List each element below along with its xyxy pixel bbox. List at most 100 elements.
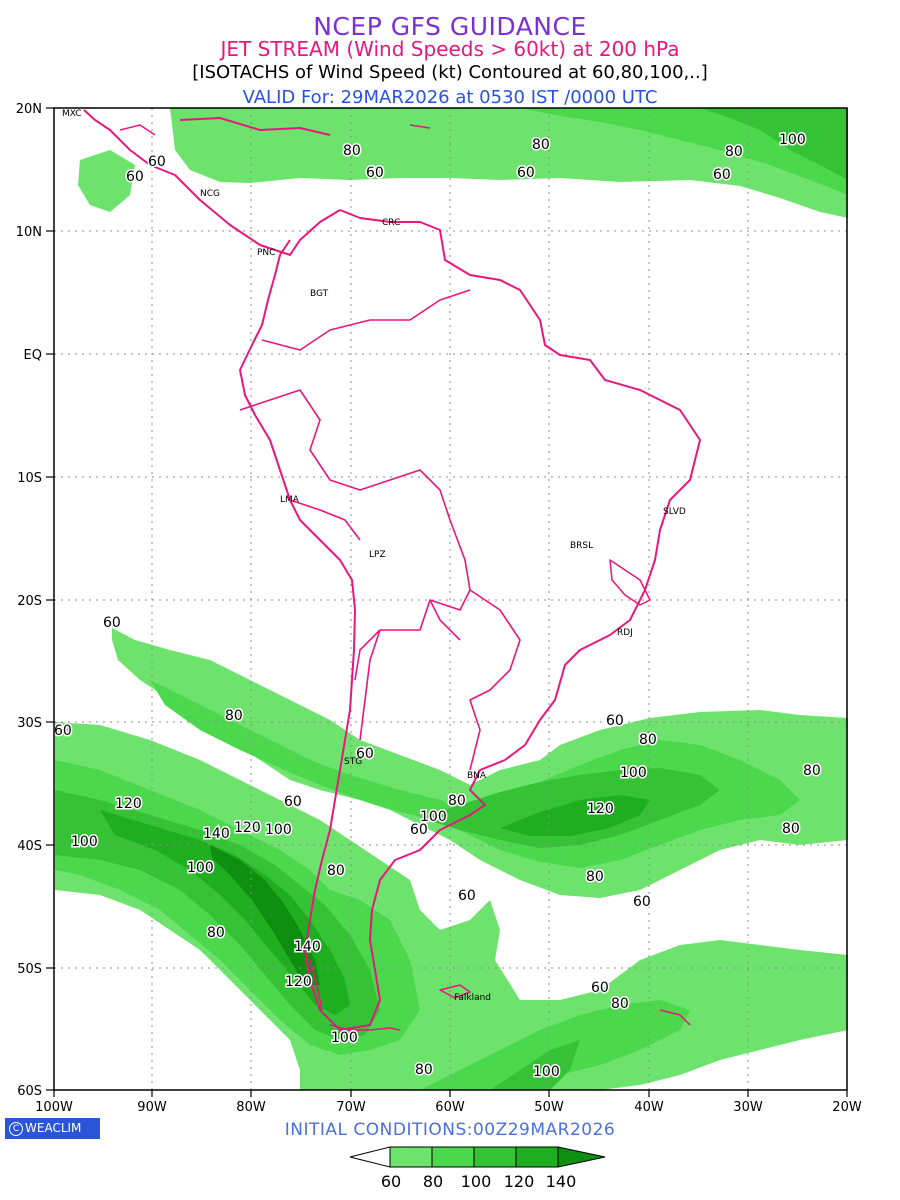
lon-label: 60W (435, 1100, 465, 1115)
lon-label: 30W (733, 1100, 763, 1115)
lon-label: 50W (534, 1100, 564, 1115)
contour-label: 80 (725, 144, 743, 160)
colorbar-low-arrow (349, 1146, 391, 1168)
valid-time: VALID For: 29MAR2026 at 0530 IST /0000 U… (242, 87, 658, 108)
lat-label: 50S (17, 962, 42, 977)
jet-polar-60 (55, 722, 848, 1090)
axis-ticks (46, 107, 848, 1097)
map-title: NCEP GFS GUIDANCE (313, 12, 587, 41)
city-stg: STG (344, 757, 362, 767)
contour-label: 60 (633, 894, 651, 910)
colorbar-label: 120 (504, 1172, 535, 1191)
contour-label: 80 (207, 925, 225, 941)
copyright-icon: C (9, 1121, 23, 1136)
contour-label: 100 (331, 1030, 358, 1046)
colorbar-label: 60 (381, 1172, 401, 1191)
weaclim-logo: C WEACLIM (5, 1118, 100, 1139)
contour-label: 60 (148, 154, 166, 170)
contour-label: 100 (71, 834, 98, 850)
jet-polar-80b (420, 1000, 690, 1090)
city-mxc: MXC (62, 109, 82, 119)
jet-north-100 (700, 108, 848, 180)
tierra-del-fuego (309, 959, 401, 1031)
contour-label: 100 (620, 765, 647, 781)
colorbar-label: 100 (461, 1172, 492, 1191)
latitude-labels: 20N 10N EQ 10S 20S 30S 40S 50S 60S (16, 102, 42, 1099)
contour-label: 120 (285, 974, 312, 990)
colorbar: 60 80 100 120 140 (349, 1146, 606, 1191)
jet-caribbean-60 (78, 150, 135, 212)
lat-label: 60S (17, 1084, 42, 1099)
coastlines (83, 109, 701, 1031)
contour-labels: 60 60 80 60 80 60 80 60 100 60 80 60 80 … (53, 131, 823, 1082)
cuba-coast (179, 117, 331, 136)
city-slvd: SLVD (663, 507, 686, 517)
city-pnc: PNC (257, 248, 275, 258)
islands (119, 124, 691, 1026)
colorbar-label: 80 (423, 1172, 443, 1191)
contour-label: 60 (606, 713, 624, 729)
contour-label: 60 (356, 746, 374, 762)
contour-label: 80 (225, 708, 243, 724)
colorbar-swatch-60 (389, 1146, 433, 1168)
lon-label: 80W (236, 1100, 266, 1115)
lon-label: 20W (832, 1100, 862, 1115)
city-falkland: Falkland (454, 993, 491, 1003)
colorbar-swatch-80 (431, 1146, 475, 1168)
city-crc: CRC (382, 218, 400, 228)
jet-subtropical-120 (500, 795, 650, 836)
inner-borders (239, 289, 521, 771)
contour-label: 80 (415, 1062, 433, 1078)
city-lma: LMA (280, 495, 300, 505)
contour-label: 120 (115, 796, 142, 812)
contour-label: 60 (366, 165, 384, 181)
jet-polar-120 (100, 810, 350, 1015)
contour-label: 140 (294, 939, 321, 955)
contour-label: 80 (611, 996, 629, 1012)
lat-label: 20S (17, 594, 42, 609)
contour-label: 60 (591, 980, 609, 996)
city-labels: MXC NCG CRC PNC BGT LMA LPZ BRSL SLVD RD… (62, 109, 686, 1003)
contour-label: 100 (420, 809, 447, 825)
city-ncg: NCG (200, 189, 220, 199)
contour-label: 80 (532, 137, 550, 153)
contour-label: 100 (265, 822, 292, 838)
contour-label: 120 (587, 801, 614, 817)
lat-label: 10S (17, 471, 42, 486)
contour-label: 100 (533, 1064, 560, 1080)
lon-label: 70W (336, 1100, 366, 1115)
contour-label: 80 (343, 143, 361, 159)
contour-label: 80 (782, 821, 800, 837)
contour-label: 60 (410, 822, 428, 838)
lon-label: 90W (137, 1100, 167, 1115)
logo-text: WEACLIM (25, 1121, 82, 1135)
jet-shading (55, 108, 848, 1090)
colorbar-label: 140 (546, 1172, 577, 1191)
contour-label: 100 (187, 860, 214, 876)
lat-label: 10N (16, 225, 42, 240)
contour-label: 60 (54, 723, 72, 739)
contour-label: 60 (103, 615, 121, 631)
jet-polar-140 (210, 845, 320, 985)
city-bgt: BGT (310, 289, 329, 299)
colorbar-high-arrow (557, 1146, 606, 1168)
lat-label: 30S (17, 716, 42, 731)
jet-polar-100b (490, 1040, 580, 1090)
city-bna: BNA (467, 771, 487, 781)
contour-label: 80 (327, 863, 345, 879)
contour-label: 140 (203, 826, 230, 842)
contour-label: 60 (126, 169, 144, 185)
map-subtitle: JET STREAM (Wind Speeds > 60kt) at 200 h… (220, 37, 680, 61)
central-america-coast (83, 109, 341, 256)
city-lpz: LPZ (369, 550, 386, 560)
colorbar-swatch-120 (515, 1146, 559, 1168)
contour-label: 60 (458, 888, 476, 904)
contour-label: 60 (713, 167, 731, 183)
initial-conditions: INITIAL CONDITIONS:00Z29MAR2026 (284, 1120, 616, 1140)
contour-label: 120 (234, 820, 261, 836)
contour-label: 80 (586, 869, 604, 885)
lon-label: 40W (634, 1100, 664, 1115)
contour-label: 80 (803, 763, 821, 779)
longitude-labels: 100W 90W 80W 70W 60W 50W 40W 30W 20W (35, 1100, 862, 1115)
